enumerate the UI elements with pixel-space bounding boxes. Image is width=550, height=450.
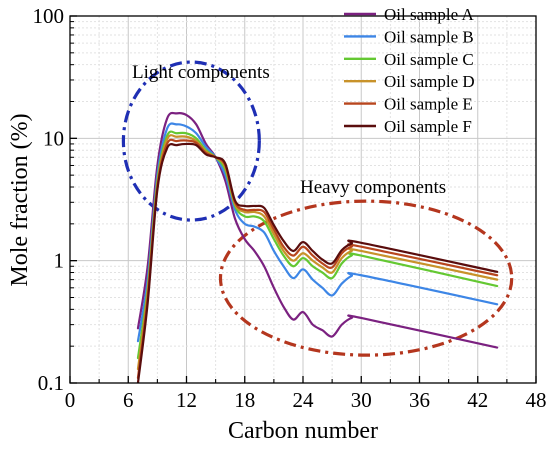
x-tick-label: 36 xyxy=(409,388,430,412)
x-tick-label: 6 xyxy=(123,388,134,412)
x-axis-label: Carbon number xyxy=(228,418,378,444)
y-tick-label: 1 xyxy=(54,249,65,273)
heavy-components-ellipse xyxy=(218,199,514,357)
legend-label: Oil sample E xyxy=(384,95,473,114)
series-line-e xyxy=(136,138,499,380)
x-tick-label: 30 xyxy=(351,388,372,412)
y-tick-label: 10 xyxy=(43,126,64,150)
x-tick-label: 24 xyxy=(293,388,315,412)
y-tick-label: 100 xyxy=(33,4,65,28)
series-line-d xyxy=(136,134,499,371)
legend: Oil sample A Oil sample B Oil sample C Oil … xyxy=(344,5,475,136)
x-tick-label: 0 xyxy=(65,388,76,412)
series-layer xyxy=(136,111,499,383)
x-tick-label: 18 xyxy=(234,388,255,412)
legend-label: Oil sample A xyxy=(384,5,474,24)
grid xyxy=(70,15,536,384)
series-line-c xyxy=(136,130,499,360)
heavy-components-label: Heavy components xyxy=(300,177,446,198)
x-tick-label: 48 xyxy=(526,388,547,412)
series-line-f xyxy=(136,142,499,383)
legend-label: Oil sample D xyxy=(384,72,475,91)
series-line-a xyxy=(136,111,499,349)
light-components-label: Light components xyxy=(132,62,270,83)
y-axis-label: Mole fraction (%) xyxy=(7,113,33,286)
x-tick-label: 12 xyxy=(176,388,197,412)
x-tick-label: 42 xyxy=(467,388,488,412)
annotation-shapes xyxy=(121,60,514,357)
light-components-ellipse xyxy=(121,60,261,222)
legend-label: Oil sample C xyxy=(384,50,474,69)
y-tick-label: 0.1 xyxy=(38,371,64,395)
axes: 0 6 12 18 24 30 36 42 48 0.1 1 10 100 xyxy=(33,4,547,412)
legend-label: Oil sample B xyxy=(384,27,474,46)
legend-label: Oil sample F xyxy=(384,117,472,136)
series-line-b xyxy=(136,122,499,343)
